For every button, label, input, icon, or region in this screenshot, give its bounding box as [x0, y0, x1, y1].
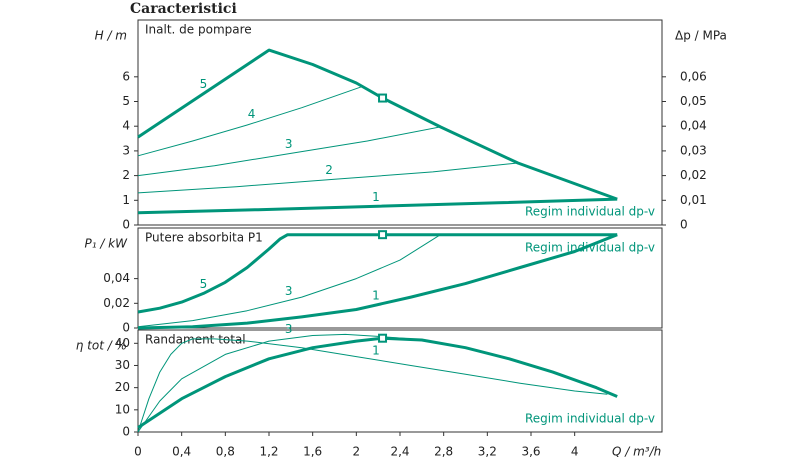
y-axis-label: η tot / % [76, 339, 127, 353]
x-tick-label: 1,6 [303, 445, 322, 459]
x-tick-label: 3,6 [521, 445, 540, 459]
y-tick-label: 6 [122, 69, 130, 83]
curve-label: 1 [372, 289, 380, 303]
curve-label: 5 [200, 277, 208, 291]
x-tick-label: 2 [353, 445, 361, 459]
y-tick-label: 5 [122, 94, 130, 108]
y-tick-label: 0 [122, 321, 130, 335]
x-tick-label: 0,8 [216, 445, 235, 459]
y-tick-label: 4 [122, 119, 130, 133]
y-axis-label: H / m [95, 29, 127, 43]
x-axis-label: Q / m³/h [612, 445, 661, 459]
curve-label: 3 [285, 284, 293, 298]
y2-tick-label: 0,04 [680, 119, 707, 133]
curve [137, 162, 518, 194]
x-tick-label: 2,8 [434, 445, 453, 459]
curve [137, 197, 618, 215]
operating-point [378, 333, 388, 343]
annotation: Regim individual dp-v [525, 241, 655, 255]
y2-tick-label: 0 [680, 218, 688, 232]
operating-point [378, 230, 388, 240]
y2-axis-label: Δp / MPa [675, 29, 727, 43]
curve [137, 126, 441, 177]
y2-tick-label: 0,02 [680, 168, 707, 182]
curve-label: 3 [285, 137, 293, 151]
y-tick-label: 1 [122, 193, 130, 207]
curve-label: 1 [372, 190, 380, 204]
operating-point [378, 93, 388, 103]
annotation: Regim individual dp-v [525, 205, 655, 219]
y2-tick-label: 0,03 [680, 143, 707, 157]
y-tick-label: 40 [115, 336, 130, 350]
curve [137, 333, 411, 433]
y-axis-label: P₁ / kW [84, 237, 128, 251]
x-tick-label: 4 [571, 445, 579, 459]
x-tick-label: 1,2 [259, 445, 278, 459]
panel-frame [137, 19, 663, 226]
panel-frame [137, 227, 663, 329]
curve [137, 48, 618, 201]
panel-title: Putere absorbita P1 [145, 231, 263, 245]
curve-label: 3 [285, 322, 293, 336]
curve [137, 234, 441, 328]
x-tick-label: 0,4 [172, 445, 191, 459]
curve [137, 233, 618, 330]
y-tick-label: 0,04 [103, 271, 130, 285]
y-tick-label: 30 [115, 358, 130, 372]
x-tick-label: 2,4 [390, 445, 409, 459]
y-tick-label: 0,02 [103, 296, 130, 310]
x-tick-label: 0 [134, 445, 142, 459]
annotation: Regim individual dp-v [525, 412, 655, 426]
y2-tick-label: 0,01 [680, 193, 707, 207]
curve-label: 2 [325, 163, 333, 177]
x-tick-label: 3,2 [478, 445, 497, 459]
y-tick-label: 2 [122, 168, 130, 182]
y-tick-label: 0 [122, 425, 130, 439]
curve-label: 4 [248, 107, 256, 121]
curve [137, 338, 608, 433]
curve-label: 5 [200, 77, 208, 91]
curve [137, 86, 362, 157]
y2-tick-label: 0,06 [680, 69, 707, 83]
page-title: Caracteristici [130, 1, 237, 17]
y2-tick-label: 0,05 [680, 94, 707, 108]
y-tick-label: 20 [115, 380, 130, 394]
curve [137, 233, 618, 314]
panel-title: Inalt. de pompare [145, 23, 252, 37]
y-tick-label: 3 [122, 143, 130, 157]
y-tick-label: 10 [115, 402, 130, 416]
panel-title: Randament total [145, 333, 246, 347]
y-tick-label: 0 [122, 218, 130, 232]
curve-label: 1 [372, 343, 380, 357]
